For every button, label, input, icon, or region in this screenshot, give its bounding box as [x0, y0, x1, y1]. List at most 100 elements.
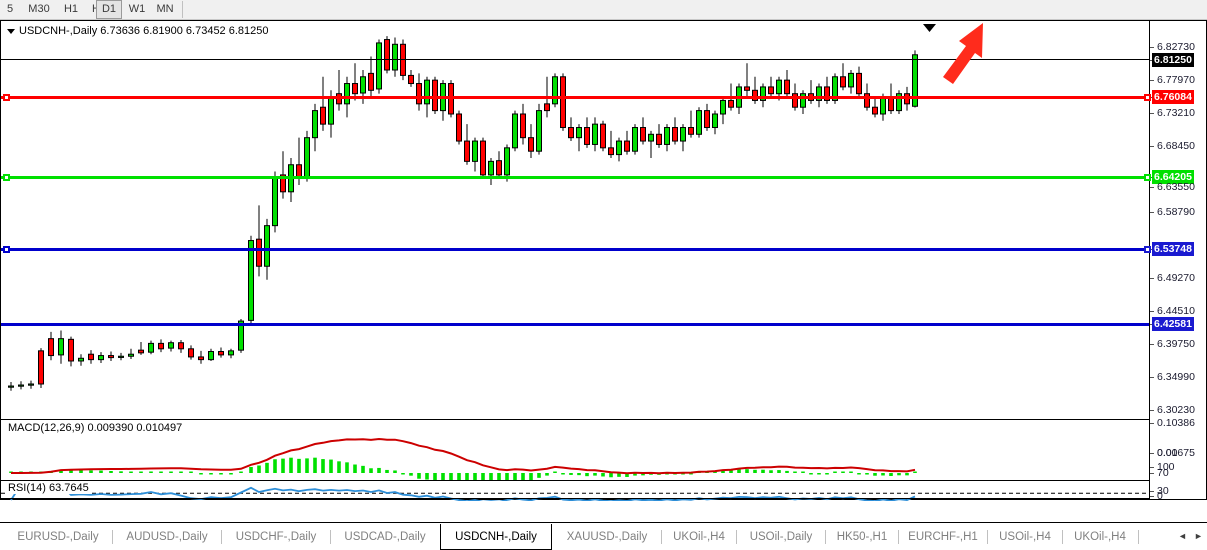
axis-tick: [1150, 473, 1154, 474]
macd-series: [9, 437, 917, 480]
price-axis-label: 6.77970: [1157, 74, 1195, 86]
chart-header: USDCNH-,Daily 6.73636 6.81900 6.73452 6.…: [7, 25, 269, 37]
chart-tab-xauusd-daily[interactable]: XAUUSD-,Daily: [566, 531, 648, 543]
tab-scroll-right-button[interactable]: ►: [1194, 531, 1203, 541]
chart-tab-usdcad-daily[interactable]: USDCAD-,Daily: [344, 531, 426, 543]
chart-symbol-ohlc: USDCNH-,Daily 6.73636 6.81900 6.73452 6.…: [19, 25, 269, 37]
timeframe-button-w1[interactable]: W1: [128, 3, 146, 15]
chart-position-marker-icon: [923, 24, 936, 32]
level-anchor-green[interactable]: [3, 174, 10, 181]
tab-separator: [330, 530, 331, 544]
chart-tab-eurchf-h1[interactable]: EURCHF-,H1: [908, 531, 978, 543]
axis-tick: [1150, 212, 1154, 213]
axis-tick: [1150, 187, 1154, 188]
pane-separator-rsi: [1, 480, 1149, 481]
timeframe-button-d1[interactable]: D1: [96, 0, 122, 19]
rsi-axis-label: 70: [1157, 467, 1169, 479]
timeframe-button-m30[interactable]: M30: [28, 3, 50, 15]
rsi-axis-label: 100: [1157, 461, 1175, 473]
axis-level-anchor[interactable]: [1144, 246, 1151, 253]
axis-tick: [1150, 467, 1154, 468]
chart-tab-hk50-h1[interactable]: HK50-,H1: [836, 531, 888, 543]
price-axis-label: 6.34990: [1157, 371, 1195, 383]
macd-axis-label: 0.00: [1157, 447, 1178, 459]
tab-separator: [898, 530, 899, 544]
axis-tick: [1150, 146, 1154, 147]
price-axis-label: 6.42581: [1152, 317, 1194, 331]
rsi-label: RSI(14) 63.7645: [7, 482, 90, 494]
level-line-black-last-price[interactable]: [1, 59, 1149, 60]
level-anchor-blue-upper[interactable]: [3, 246, 10, 253]
axis-tick: [1150, 423, 1154, 424]
tab-separator: [112, 530, 113, 544]
axis-tick: [1150, 410, 1154, 411]
level-anchor-red[interactable]: [3, 94, 10, 101]
tab-separator: [1062, 530, 1063, 544]
level-line-blue-lower[interactable]: [1, 323, 1149, 326]
axis-tick: [1150, 377, 1154, 378]
price-pane[interactable]: USDCNH-,Daily 6.73636 6.81900 6.73452 6.…: [1, 21, 1149, 419]
axis-tick: [1150, 47, 1154, 48]
price-axis-label: 6.76084: [1152, 90, 1194, 104]
chart-tabbar: EURUSD-,Daily AUDUSD-,Daily USDCHF-,Daily U…: [0, 501, 1207, 550]
chart-tab-usoil-h4[interactable]: USOil-,H4: [999, 531, 1051, 543]
timeframe-button-m5[interactable]: 5: [6, 3, 14, 15]
tab-separator: [987, 530, 988, 544]
axis-tick: [1150, 113, 1154, 114]
price-axis-label: 6.81250: [1152, 53, 1194, 67]
price-axis-label: 6.53748: [1152, 242, 1194, 256]
toolbar-separator: [182, 1, 183, 18]
price-axis-label: 6.82730: [1157, 41, 1195, 53]
tab-separator: [661, 530, 662, 544]
price-axis-label: 6.68450: [1157, 140, 1195, 152]
macd-axis-label: 0.01675: [1157, 447, 1195, 459]
bullish-arrow-annotation[interactable]: [931, 21, 991, 91]
axis-level-anchor[interactable]: [1144, 94, 1151, 101]
price-axis-label: 6.49270: [1157, 272, 1195, 284]
axis-tick: [1150, 491, 1154, 492]
chart-collapse-icon[interactable]: [7, 28, 15, 34]
chart-tab-audusd-daily[interactable]: AUDUSD-,Daily: [126, 531, 208, 543]
macd-label: MACD(12,26,9) 0.009390 0.010497: [7, 422, 184, 434]
chart-tab-usdcnh-daily[interactable]: USDCNH-,Daily: [440, 524, 552, 550]
axis-tick: [1150, 311, 1154, 312]
rsi-axis-label: 30: [1157, 485, 1169, 497]
timeframe-toolbar: 5 M30 H1 H4 D1 W1 MN: [0, 0, 1207, 20]
axis-tick: [1150, 80, 1154, 81]
timeframe-button-h1[interactable]: H1: [63, 3, 79, 15]
pane-separator-macd: [1, 419, 1149, 420]
chart-tab-ukoil-h4[interactable]: UKOil-,H4: [1074, 531, 1126, 543]
chart-tab-usoil-daily[interactable]: USOil-,Daily: [749, 531, 813, 543]
timeframe-button-mn[interactable]: MN: [156, 3, 174, 15]
rsi-axis-label: 0: [1157, 490, 1163, 502]
tab-separator: [736, 530, 737, 544]
chart-tab-usdchf-daily[interactable]: USDCHF-,Daily: [235, 531, 317, 543]
axis-tick: [1150, 453, 1154, 454]
level-line-blue-upper[interactable]: [1, 248, 1149, 251]
price-axis-label: 6.30230: [1157, 404, 1195, 416]
level-line-green-support[interactable]: [1, 176, 1149, 179]
macd-axis-label: 0.10386: [1157, 417, 1195, 429]
price-axis-label: 6.63550: [1157, 181, 1195, 193]
price-axis-label: 6.73210: [1157, 107, 1195, 119]
level-line-red-resistance[interactable]: [1, 96, 1149, 99]
tab-separator: [1138, 530, 1139, 544]
price-axis-label: 6.58790: [1157, 206, 1195, 218]
price-axis-label: 6.44510: [1157, 305, 1195, 317]
price-axis[interactable]: 6.82730 6.81250 6.77970 6.76084 6.73210 6.684…: [1144, 21, 1206, 502]
price-axis-label: 6.39750: [1157, 338, 1195, 350]
axis-tick: [1150, 496, 1154, 497]
macd-pane[interactable]: MACD(12,26,9) 0.009390 0.010497: [1, 420, 1149, 480]
axis-level-anchor[interactable]: [1144, 174, 1151, 181]
chart-container[interactable]: USDCNH-,Daily 6.73636 6.81900 6.73452 6.…: [0, 20, 1207, 514]
chart-tabs[interactable]: EURUSD-,Daily AUDUSD-,Daily USDCHF-,Daily U…: [0, 522, 1207, 550]
axis-tick: [1150, 278, 1154, 279]
tab-scroll-left-button[interactable]: ◄: [1178, 531, 1187, 541]
tab-separator: [825, 530, 826, 544]
pane-bottom-border: [1, 498, 1149, 499]
chart-tab-eurusd-daily[interactable]: EURUSD-,Daily: [17, 531, 99, 543]
axis-tick: [1150, 344, 1154, 345]
tab-separator: [221, 530, 222, 544]
chart-tab-ukoil-h4[interactable]: UKOil-,H4: [673, 531, 725, 543]
